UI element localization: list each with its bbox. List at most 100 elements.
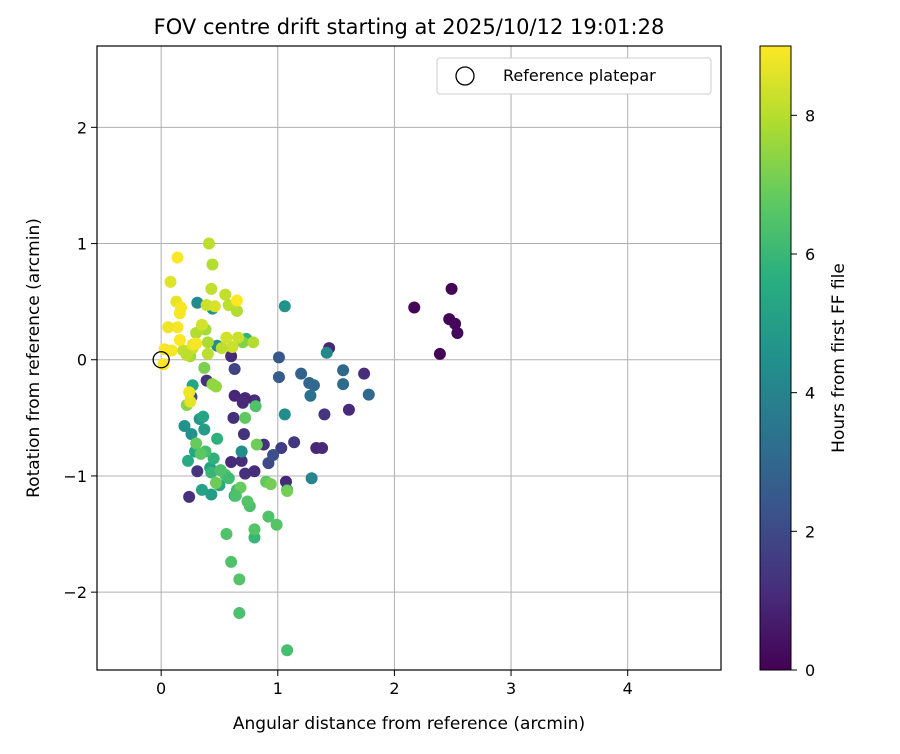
y-tick-label: 1 <box>77 235 87 254</box>
data-point <box>178 419 191 432</box>
legend-label: Reference platepar <box>503 66 656 85</box>
data-point <box>183 386 196 399</box>
data-point <box>281 644 294 657</box>
data-point <box>183 490 196 503</box>
data-point <box>202 237 215 250</box>
data-point <box>275 442 288 455</box>
data-point <box>250 438 263 451</box>
data-point <box>211 432 224 445</box>
data-point <box>235 445 248 458</box>
data-point <box>206 378 219 391</box>
data-point <box>272 371 285 384</box>
colorbar-label: Hours from first FF file <box>829 263 849 453</box>
data-point <box>165 344 178 357</box>
data-point <box>235 454 248 467</box>
data-point <box>190 337 203 350</box>
data-point <box>316 442 329 455</box>
data-point <box>205 488 218 501</box>
data-point <box>209 476 222 489</box>
data-point <box>206 258 219 271</box>
data-point <box>445 282 458 295</box>
data-point <box>449 317 462 330</box>
data-point <box>230 294 243 307</box>
data-point <box>239 411 252 424</box>
data-point <box>197 410 210 423</box>
y-axis-label: Rotation from reference (arcmin) <box>24 218 44 498</box>
data-point <box>185 428 198 441</box>
colorbar: 0 2 4 6 8 Hours from first FF file <box>759 45 849 680</box>
colorbar-tick-label: 8 <box>805 106 815 125</box>
data-point <box>305 472 318 485</box>
data-point <box>288 436 301 449</box>
legend-box <box>436 57 712 95</box>
data-point <box>180 349 193 362</box>
y-tick-label: −1 <box>63 467 87 486</box>
data-point <box>229 489 242 502</box>
data-point <box>171 321 184 334</box>
chart-title: FOV centre drift starting at 2025/10/12 … <box>154 15 665 39</box>
y-tick-label: 2 <box>77 118 87 137</box>
data-point <box>164 275 177 288</box>
data-point <box>270 518 283 531</box>
data-point <box>248 465 261 478</box>
data-point <box>307 379 320 392</box>
data-point <box>225 350 238 363</box>
y-tick-label: −2 <box>63 583 87 602</box>
data-points <box>157 237 464 657</box>
data-point <box>174 301 187 314</box>
y-axis: −2 −1 0 1 2 <box>63 118 97 602</box>
data-point <box>220 528 233 541</box>
data-point <box>162 321 175 334</box>
data-point <box>181 454 194 467</box>
data-point <box>272 351 285 364</box>
data-point <box>215 342 228 355</box>
data-point <box>226 340 239 353</box>
legend: Reference platepar <box>436 57 712 95</box>
data-point <box>262 510 275 523</box>
data-point <box>295 367 308 380</box>
colorbar-tick-label: 0 <box>805 661 815 680</box>
data-point <box>318 408 331 421</box>
data-point <box>219 288 232 301</box>
x-axis: 0 1 2 3 4 <box>156 670 633 698</box>
data-point <box>408 301 421 314</box>
data-point <box>171 251 184 264</box>
legend-marker <box>455 66 475 86</box>
data-point <box>304 389 317 402</box>
data-point <box>264 478 277 491</box>
data-point <box>228 389 241 402</box>
colorbar-gradient <box>759 45 792 671</box>
data-point <box>248 523 261 536</box>
data-point <box>237 428 250 441</box>
reference-platepar-marker <box>152 351 170 369</box>
data-point <box>222 472 235 485</box>
data-point <box>239 467 252 480</box>
data-point <box>194 447 207 460</box>
data-point <box>191 465 204 478</box>
x-axis-label: Angular distance from reference (arcmin) <box>233 714 585 734</box>
colorbar-tick-label: 4 <box>805 384 815 403</box>
data-point <box>184 395 197 408</box>
data-point <box>205 466 218 479</box>
data-point <box>195 483 208 496</box>
data-point <box>342 403 355 416</box>
data-point <box>278 408 291 421</box>
x-tick-label: 1 <box>273 679 283 698</box>
data-point <box>337 364 350 377</box>
data-point <box>208 300 221 313</box>
data-point <box>362 388 375 401</box>
x-tick-label: 0 <box>156 679 166 698</box>
data-point <box>281 485 294 498</box>
x-tick-label: 3 <box>506 679 516 698</box>
data-point <box>247 336 260 349</box>
data-point <box>233 607 246 620</box>
plot-frame <box>96 45 722 671</box>
data-point <box>337 378 350 391</box>
data-point <box>225 456 238 468</box>
x-tick-label: 2 <box>389 679 399 698</box>
data-point <box>198 423 211 436</box>
data-point <box>220 331 233 344</box>
y-tick-label: 0 <box>77 351 87 370</box>
data-point <box>233 573 246 586</box>
data-point <box>278 300 291 313</box>
